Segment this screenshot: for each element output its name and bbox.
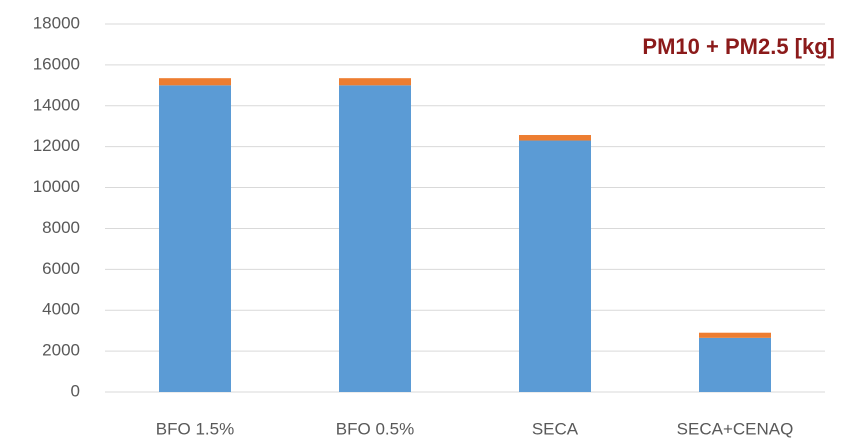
x-tick-label: SECA: [532, 419, 579, 438]
bar-segment: [699, 337, 771, 392]
bar-segment: [519, 140, 591, 392]
y-tick-label: 18000: [33, 13, 80, 32]
bar-segment: [519, 135, 591, 141]
bar-segment: [159, 85, 231, 392]
y-tick-label: 10000: [33, 177, 80, 196]
bar-segment: [339, 78, 411, 86]
y-tick-label: 4000: [42, 300, 80, 319]
y-tick-label: 14000: [33, 95, 80, 114]
y-tick-label: 16000: [33, 54, 80, 73]
y-tick-label: 0: [71, 381, 80, 400]
bar-segment: [699, 332, 771, 338]
x-tick-label: SECA+CENAQ: [677, 419, 794, 438]
y-tick-label: 12000: [33, 136, 80, 155]
y-tick-label: 8000: [42, 218, 80, 237]
y-tick-label: 6000: [42, 259, 80, 278]
y-tick-label: 2000: [42, 341, 80, 360]
chart-title: PM10 + PM2.5 [kg]: [642, 34, 835, 59]
bar-segment: [159, 78, 231, 86]
x-tick-label: BFO 0.5%: [336, 419, 414, 438]
x-tick-label: BFO 1.5%: [156, 419, 234, 438]
bar-segment: [339, 85, 411, 392]
